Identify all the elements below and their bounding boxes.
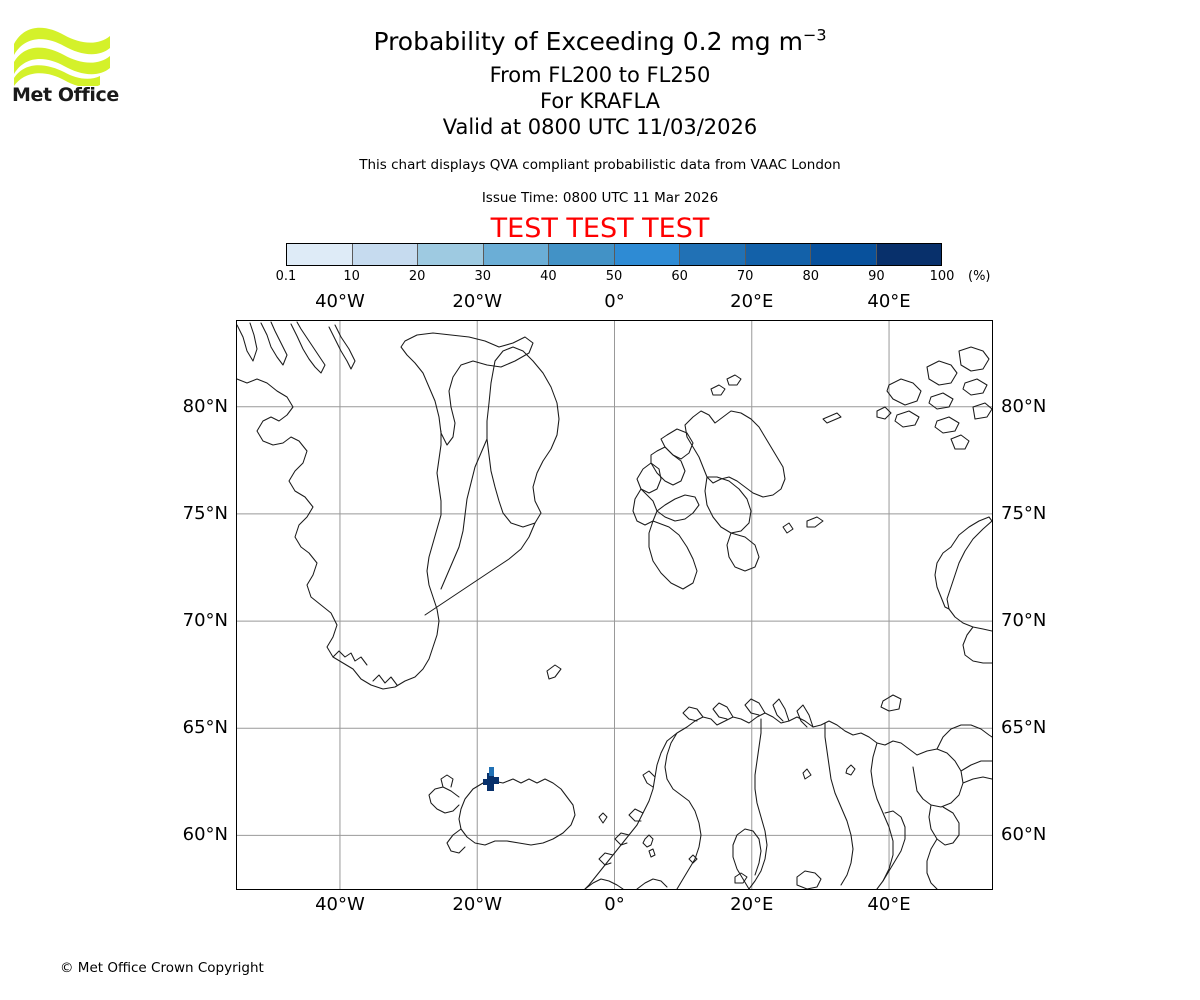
lon-label-bottom-40°W: 40°W <box>315 894 365 915</box>
colorbar-segment-10-20 <box>351 244 417 265</box>
page-title: Probability of Exceeding 0.2 mg m−3 <box>0 27 1200 57</box>
lat-label-right-80°N: 80°N <box>1001 395 1047 417</box>
lon-label-top-40°W: 40°W <box>315 291 365 312</box>
colorbar-tick-30: 30 <box>474 269 492 284</box>
lat-label-left-75°N: 75°N <box>182 502 228 524</box>
colorbar-tick-70: 70 <box>736 269 754 284</box>
qva-compliance-note: This chart displays QVA compliant probab… <box>359 157 841 173</box>
met-office-wordmark: Met Office <box>12 84 119 106</box>
lat-label-right-70°N: 70°N <box>1001 610 1047 632</box>
colorbar-segment-90-100 <box>875 244 941 265</box>
colorbar-tick-50: 50 <box>605 269 623 284</box>
colorbar-segment-30-40 <box>482 244 548 265</box>
subtitle-valid-time: Valid at 0800 UTC 11/03/2026 <box>442 115 758 139</box>
subtitle-flight-levels: From FL200 to FL250 <box>489 63 711 87</box>
colorbar-tick-100: 100 <box>929 269 955 284</box>
colorbar-tick-20: 20 <box>408 269 426 284</box>
colorbar-tick-labels: 0.1 10 20 30 40 50 60 70 80 90 100 <box>276 269 955 287</box>
lat-label-left-65°N: 65°N <box>182 717 228 739</box>
lat-label-right-65°N: 65°N <box>1001 717 1047 739</box>
lat-label-left-80°N: 80°N <box>182 395 228 417</box>
lon-label-top-0°: 0° <box>604 291 625 312</box>
colorbar-segment-0.1-10 <box>287 244 352 265</box>
colorbar-tick-90: 90 <box>868 269 885 284</box>
colorbar-tick-60: 60 <box>671 269 688 284</box>
lat-label-right-75°N: 75°N <box>1001 502 1047 524</box>
lat-label-left-60°N: 60°N <box>182 824 228 846</box>
colorbar-segment-70-80 <box>744 244 810 265</box>
lon-label-bottom-20°E: 20°E <box>730 894 774 915</box>
map-plot-area[interactable] <box>236 320 993 890</box>
colorbar-tick-40: 40 <box>540 269 557 284</box>
colorbar-gradient <box>286 243 942 266</box>
colorbar-segment-80-90 <box>810 244 876 265</box>
met-office-logo: Met Office <box>12 24 124 114</box>
colorbar-tick-10: 10 <box>343 269 360 284</box>
lon-label-top-40°E: 40°E <box>867 291 911 312</box>
lat-label-left-70°N: 70°N <box>182 610 228 632</box>
colorbar-segment-60-70 <box>679 244 745 265</box>
lon-label-bottom-0°: 0° <box>604 894 625 915</box>
colorbar-segment-50-60 <box>613 244 679 265</box>
lon-label-top-20°W: 20°W <box>452 291 503 312</box>
title-exponent: −3 <box>802 25 827 45</box>
colorbar-unit-label: (%) <box>968 269 991 284</box>
title-text: Probability of Exceeding 0.2 mg m <box>373 27 803 56</box>
copyright-notice: © Met Office Crown Copyright <box>60 960 264 976</box>
colorbar-segment-20-30 <box>417 244 483 265</box>
met-office-wave-icon <box>14 27 110 88</box>
probability-colorbar <box>286 243 942 266</box>
colorbar-tick-0.1: 0.1 <box>275 269 297 284</box>
colorbar-segment-40-50 <box>548 244 614 265</box>
colorbar-tick-80: 80 <box>802 269 820 284</box>
coastline-layer <box>237 321 992 889</box>
issue-time-label: Issue Time: 0800 UTC 11 Mar 2026 <box>481 190 719 206</box>
test-banner: TEST TEST TEST <box>490 213 710 244</box>
map-gridlines <box>237 321 992 889</box>
lon-label-top-20°E: 20°E <box>730 291 774 312</box>
krafla-ash-plume <box>483 767 499 791</box>
lat-label-right-60°N: 60°N <box>1001 824 1047 846</box>
lon-label-bottom-20°W: 20°W <box>452 894 503 915</box>
map-canvas <box>237 321 992 889</box>
lon-label-bottom-40°E: 40°E <box>867 894 911 915</box>
subtitle-volcano: For KRAFLA <box>540 89 660 113</box>
